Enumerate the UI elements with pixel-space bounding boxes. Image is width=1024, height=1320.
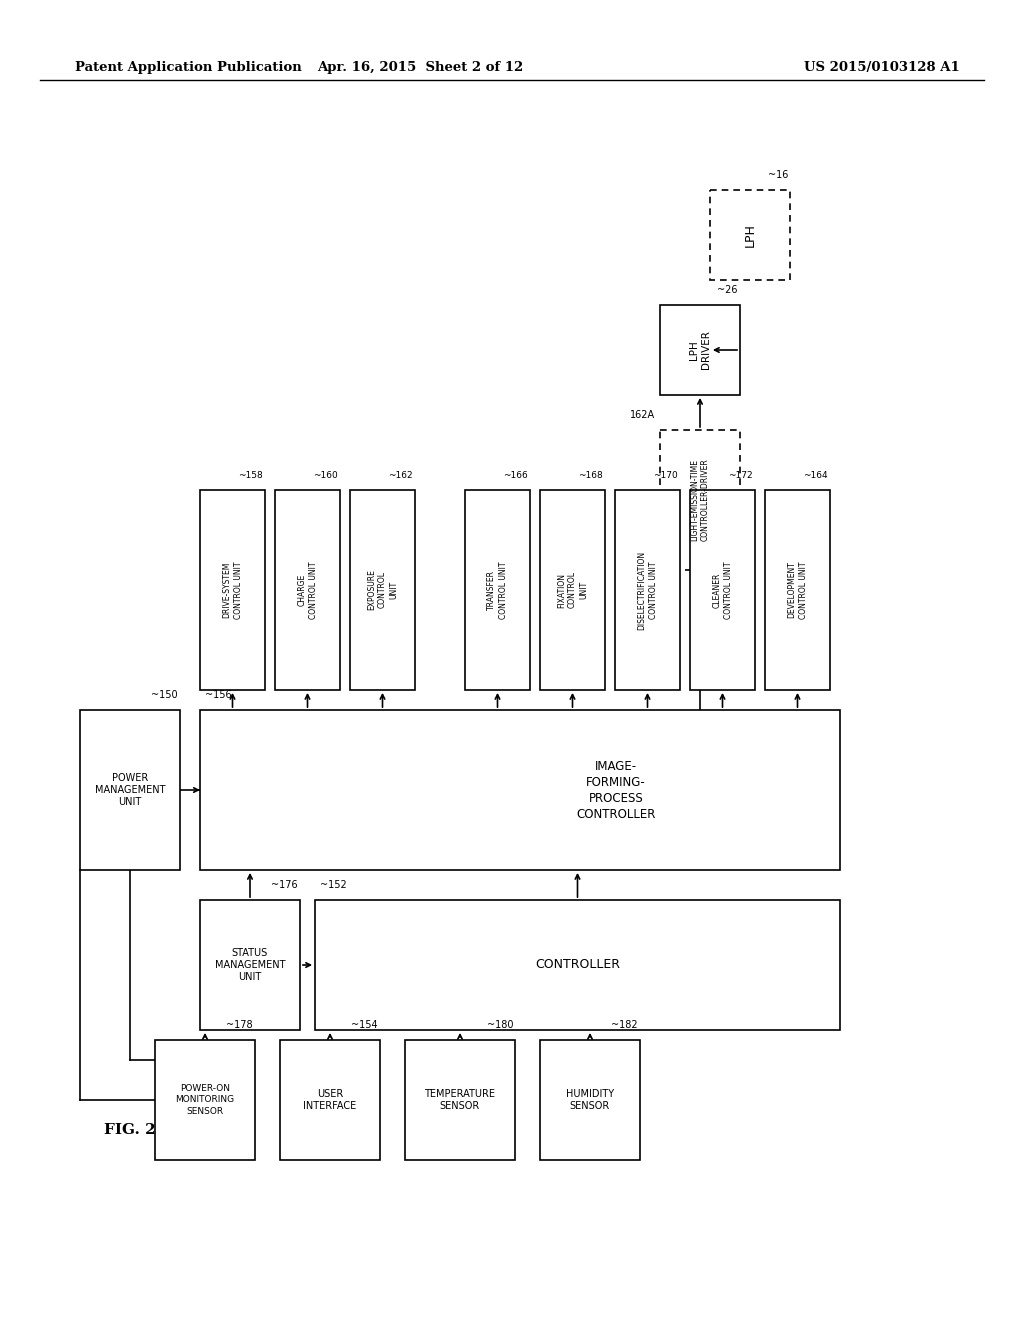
Bar <box>765 490 830 690</box>
Text: ~158: ~158 <box>239 471 263 480</box>
Text: ~180: ~180 <box>486 1020 513 1030</box>
Text: CONTROLLER: CONTROLLER <box>535 958 620 972</box>
Text: DRIVE-SYSTEM
CONTROL UNIT: DRIVE-SYSTEM CONTROL UNIT <box>222 561 243 619</box>
Text: ~182: ~182 <box>611 1020 638 1030</box>
Text: ~162: ~162 <box>388 471 413 480</box>
Text: ~170: ~170 <box>653 471 678 480</box>
Bar <box>710 190 790 280</box>
Text: ~16: ~16 <box>768 170 788 180</box>
Text: ~164: ~164 <box>804 471 828 480</box>
Bar <box>155 1040 255 1160</box>
Text: ~172: ~172 <box>728 471 753 480</box>
Text: Apr. 16, 2015  Sheet 2 of 12: Apr. 16, 2015 Sheet 2 of 12 <box>316 61 523 74</box>
Bar <box>280 1040 380 1160</box>
Text: TRANSFER
CONTROL UNIT: TRANSFER CONTROL UNIT <box>487 561 508 619</box>
Bar <box>406 1040 515 1160</box>
Bar <box>275 490 340 690</box>
Bar <box>200 490 265 690</box>
Text: ~168: ~168 <box>579 471 603 480</box>
Text: CLEANER
CONTROL UNIT: CLEANER CONTROL UNIT <box>713 561 732 619</box>
Bar <box>315 900 840 1030</box>
Text: ~160: ~160 <box>313 471 338 480</box>
Text: US 2015/0103128 A1: US 2015/0103128 A1 <box>804 61 961 74</box>
Text: ~26: ~26 <box>718 285 738 294</box>
Text: ~150: ~150 <box>152 690 178 700</box>
Text: CHARGE
CONTROL UNIT: CHARGE CONTROL UNIT <box>297 561 317 619</box>
Text: ~152: ~152 <box>319 880 347 890</box>
Text: FIXATION
CONTROL
UNIT: FIXATION CONTROL UNIT <box>557 572 588 609</box>
Bar <box>540 490 605 690</box>
Bar <box>465 490 530 690</box>
Text: IMAGE-
FORMING-
PROCESS
CONTROLLER: IMAGE- FORMING- PROCESS CONTROLLER <box>577 759 655 821</box>
Text: 162A: 162A <box>630 411 655 420</box>
Bar <box>350 490 415 690</box>
Bar <box>200 710 840 870</box>
Bar <box>660 305 740 395</box>
Text: EXPOSURE
CONTROL
UNIT: EXPOSURE CONTROL UNIT <box>367 569 398 610</box>
Bar <box>200 900 300 1030</box>
Bar <box>690 490 755 690</box>
Bar <box>660 430 740 570</box>
Text: ~178: ~178 <box>226 1020 253 1030</box>
Text: TEMPERATURE
SENSOR: TEMPERATURE SENSOR <box>425 1089 496 1111</box>
Text: DEVELOPMENT
CONTROL UNIT: DEVELOPMENT CONTROL UNIT <box>787 561 808 619</box>
Bar <box>80 710 180 870</box>
Text: USER
INTERFACE: USER INTERFACE <box>303 1089 356 1111</box>
Text: ~156: ~156 <box>205 690 231 700</box>
Bar <box>615 490 680 690</box>
Text: POWER-ON
MONITORING
SENSOR: POWER-ON MONITORING SENSOR <box>175 1085 234 1115</box>
Text: HUMIDITY
SENSOR: HUMIDITY SENSOR <box>566 1089 614 1111</box>
Text: POWER
MANAGEMENT
UNIT: POWER MANAGEMENT UNIT <box>95 772 165 808</box>
Text: STATUS
MANAGEMENT
UNIT: STATUS MANAGEMENT UNIT <box>215 948 286 982</box>
Text: LPH
DRIVER: LPH DRIVER <box>689 330 712 370</box>
Text: ~176: ~176 <box>271 880 298 890</box>
Bar <box>540 1040 640 1160</box>
Text: ~166: ~166 <box>503 471 528 480</box>
Text: FIG. 2: FIG. 2 <box>104 1123 156 1137</box>
Text: LPH: LPH <box>743 223 757 247</box>
Text: DISELECTRIFICATION
CONTROL UNIT: DISELECTRIFICATION CONTROL UNIT <box>638 550 657 630</box>
Text: Patent Application Publication: Patent Application Publication <box>75 61 302 74</box>
Text: LIGHT-EMISSION-TIME
CONTROLLER-DRIVER: LIGHT-EMISSION-TIME CONTROLLER-DRIVER <box>690 458 710 541</box>
Text: ~154: ~154 <box>351 1020 378 1030</box>
